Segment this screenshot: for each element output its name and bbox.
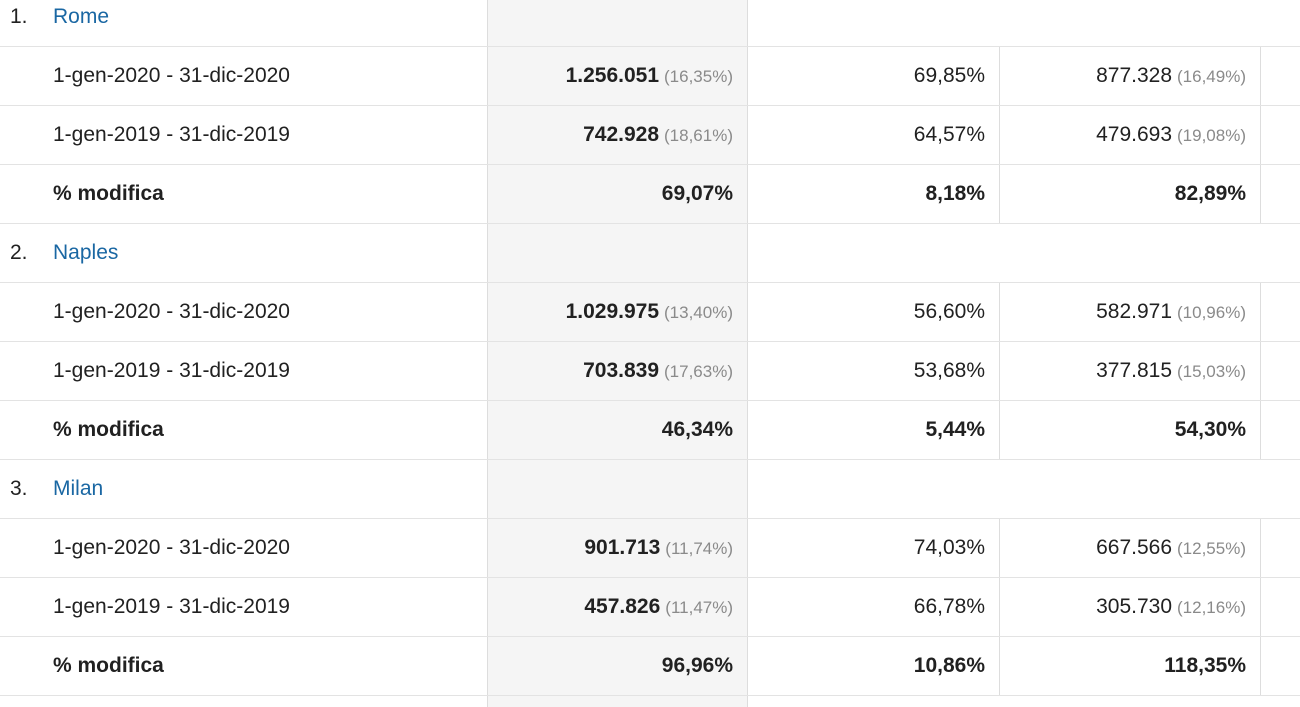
metric-1-share: (11,47%) [665,598,733,617]
metric-1-share: (18,61%) [664,126,733,145]
metric-2-change: 5,44% [925,418,985,441]
change-row: % modifica 96,96% 10,86% 118,35% [0,637,1300,696]
table-row: 1-gen-2020 - 31-dic-2020 1.256.051 (16,35… [0,47,1300,106]
metric-2-change: 10,86% [913,654,985,677]
city-link-rome[interactable]: Rome [53,5,110,28]
metric-2-value: 74,03% [913,536,985,559]
metric-3-share: (15,03%) [1177,362,1246,381]
date-range-label: 1-gen-2019 - 31-dic-2019 [53,595,290,618]
column-divider [1260,519,1261,577]
city-row: 1. Rome [0,0,1300,47]
table-row: 1-gen-2020 - 31-dic-2020 1.029.975 (13,40… [0,283,1300,342]
metric-1-value: 901.713 (11,74%) [487,519,733,577]
metric-2-value: 64,57% [913,123,985,146]
column-divider [1260,165,1261,223]
column-divider [1260,283,1261,341]
column-divider [999,342,1000,400]
column-divider [999,47,1000,105]
metric-1-number: 742.928 [583,123,660,146]
date-range-label: 1-gen-2020 - 31-dic-2020 [53,64,290,87]
city-rank: 1. [10,5,28,28]
metric-3-number: 582.971 [1096,300,1173,323]
city-link-naples[interactable]: Naples [53,241,119,264]
metric-1-change: 69,07% [661,182,733,205]
date-range-label: 1-gen-2020 - 31-dic-2020 [53,536,290,559]
column-divider [999,283,1000,341]
metric-3-share: (19,08%) [1177,126,1246,145]
metric-1-value: 457.826 (11,47%) [487,578,733,636]
metric-3-share: (16,49%) [1177,67,1246,86]
metric-1-number: 1.029.975 [565,300,660,323]
metric-1-value: 703.839 (17,63%) [487,342,733,400]
metric-1-change: 96,96% [661,654,733,677]
metric-1-share: (16,35%) [664,67,733,86]
metric-1-change: 46,34% [661,418,733,441]
date-range-label: 1-gen-2019 - 31-dic-2019 [53,359,290,382]
metric-1-value: 742.928 (18,61%) [487,106,733,164]
metric-1-share: (11,74%) [665,539,733,558]
change-label: % modifica [53,418,164,441]
metric-3-number: 479.693 [1096,123,1173,146]
column-divider [999,519,1000,577]
column-divider [1260,637,1261,695]
metric-2-change: 8,18% [925,182,985,205]
city-row: 3. Milan [0,460,1300,519]
metric-3-value: 667.566 (12,55%) [1000,519,1246,577]
column-divider [999,165,1000,223]
date-range-label: 1-gen-2019 - 31-dic-2019 [53,123,290,146]
change-row: % modifica 46,34% 5,44% 54,30% [0,401,1300,460]
metric-3-number: 305.730 [1096,595,1173,618]
metric-3-number: 877.328 [1096,64,1173,87]
metric-1-share: (13,40%) [664,303,733,322]
metric-3-value: 877.328 (16,49%) [1000,47,1246,105]
metric-2-value: 53,68% [913,359,985,382]
city-rank: 3. [10,477,28,500]
metric-2-value: 66,78% [913,595,985,618]
city-rank: 2. [10,241,28,264]
column-divider [1260,578,1261,636]
city-row: 2. Naples [0,224,1300,283]
metric-3-number: 377.815 [1096,359,1173,382]
metric-3-change: 118,35% [1164,654,1246,677]
metric-3-number: 667.566 [1096,536,1173,559]
metric-1-number: 1.256.051 [565,64,660,87]
change-label: % modifica [53,654,164,677]
column-divider [1260,106,1261,164]
metric-1-number: 901.713 [584,536,661,559]
metric-3-share: (12,16%) [1177,598,1246,617]
metric-3-value: 582.971 (10,96%) [1000,283,1246,341]
metric-1-number: 457.826 [584,595,661,618]
metric-1-value: 1.029.975 (13,40%) [487,283,733,341]
metric-3-value: 479.693 (19,08%) [1000,106,1246,164]
metric-3-share: (12,55%) [1177,539,1246,558]
column-divider [1260,401,1261,459]
metric-3-change: 54,30% [1174,418,1246,441]
city-link-milan[interactable]: Milan [53,477,104,500]
column-divider [1260,47,1261,105]
metric-1-share: (17,63%) [664,362,733,381]
metric-3-change: 82,89% [1174,182,1246,205]
metric-3-value: 377.815 (15,03%) [1000,342,1246,400]
metric-1-number: 703.839 [583,359,660,382]
table-row: 1-gen-2019 - 31-dic-2019 457.826 (11,47%)… [0,578,1300,637]
change-label: % modifica [53,182,164,205]
metric-1-value: 1.256.051 (16,35%) [487,47,733,105]
metric-3-value: 305.730 (12,16%) [1000,578,1246,636]
column-divider [999,578,1000,636]
metric-3-share: (10,96%) [1177,303,1246,322]
date-range-label: 1-gen-2020 - 31-dic-2020 [53,300,290,323]
table-row: 1-gen-2020 - 31-dic-2020 901.713 (11,74%)… [0,519,1300,578]
column-divider [999,637,1000,695]
table-row: 1-gen-2019 - 31-dic-2019 742.928 (18,61%)… [0,106,1300,165]
metric-2-value: 69,85% [913,64,985,87]
column-divider [999,106,1000,164]
column-divider [999,401,1000,459]
table-row: 1-gen-2019 - 31-dic-2019 703.839 (17,63%)… [0,342,1300,401]
primary-metric-column-background [487,0,748,707]
column-divider [1260,342,1261,400]
change-row: % modifica 69,07% 8,18% 82,89% [0,165,1300,224]
metric-2-value: 56,60% [913,300,985,323]
